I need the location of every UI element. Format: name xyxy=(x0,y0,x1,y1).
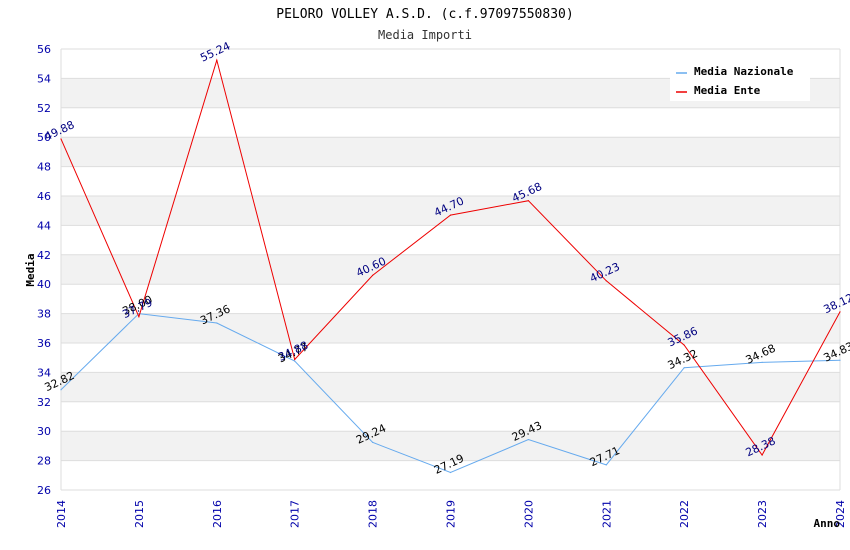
grid-band xyxy=(61,196,840,226)
y-tick-label: 54 xyxy=(37,72,51,85)
data-point xyxy=(294,360,296,362)
x-tick-labels: 2014 2015 2016 2017 2018 2019 2020 2021 2022 2023… xyxy=(55,500,847,528)
grid-band xyxy=(61,254,840,285)
y-tick-label: 56 xyxy=(37,43,51,56)
y-tick-label: 34 xyxy=(37,366,51,379)
y-tick-label: 52 xyxy=(37,102,51,115)
data-point xyxy=(294,358,296,361)
axes xyxy=(60,49,841,490)
x-tick-label: 2017 xyxy=(289,500,302,528)
y-tick-label: 36 xyxy=(37,337,51,350)
x-tick-label: 2021 xyxy=(600,500,613,528)
data-point xyxy=(372,274,374,276)
legend-box xyxy=(670,60,810,101)
grid-band xyxy=(61,137,840,167)
data-point xyxy=(527,438,530,441)
data-point xyxy=(138,316,140,318)
data-point xyxy=(216,322,218,324)
chart-subtitle: Media Importi xyxy=(378,28,472,42)
data-point xyxy=(605,464,607,466)
x-tick-label: 2023 xyxy=(756,500,769,528)
y-tick-label: 28 xyxy=(37,455,51,468)
data-point xyxy=(761,454,763,456)
data-point xyxy=(839,311,841,313)
legend-label-media-nazionale: Media Nazionale xyxy=(694,65,794,78)
chart-title: PELORO VOLLEY A.S.D. (c.f.97097550830) xyxy=(276,7,573,22)
x-axis-label: Anno xyxy=(814,517,841,530)
x-tick-label: 2022 xyxy=(678,500,691,528)
y-tick-label: 50 xyxy=(37,131,51,144)
y-tick-label: 42 xyxy=(37,249,51,262)
series-lines xyxy=(60,58,841,474)
x-tick-label: 2018 xyxy=(367,500,380,528)
x-tick-label: 2019 xyxy=(445,500,458,528)
y-tick-label: 38 xyxy=(37,308,51,321)
y-tick-label: 44 xyxy=(37,219,51,232)
y-tick-label: 26 xyxy=(37,484,51,497)
x-tick-label: 2020 xyxy=(522,500,535,528)
data-point xyxy=(761,361,763,364)
y-tick-label: 40 xyxy=(37,278,51,291)
legend-label-media-ente: Media Ente xyxy=(694,84,761,97)
y-tick-label: 32 xyxy=(37,396,51,409)
data-point xyxy=(60,389,62,391)
y-tick-labels: 26 28 30 32 34 36 38 40 42 44 46 48 50 52 54 56 xyxy=(37,43,51,497)
grid-band xyxy=(61,431,840,461)
data-point xyxy=(527,200,530,202)
y-axis-label: Media xyxy=(24,253,37,286)
data-point xyxy=(449,471,452,474)
data-point xyxy=(138,313,140,315)
y-tick-label: 46 xyxy=(37,190,51,203)
data-point xyxy=(839,359,841,361)
data-point xyxy=(449,214,452,216)
x-tick-label: 2014 xyxy=(55,500,68,528)
grid-bands xyxy=(61,78,840,461)
data-point xyxy=(683,344,685,346)
x-tick-label: 2024 xyxy=(834,500,847,528)
data-point xyxy=(60,138,62,140)
y-tick-label: 48 xyxy=(37,161,51,174)
x-tick-label: 2015 xyxy=(133,500,146,528)
data-point xyxy=(605,280,607,282)
legend: Media Nazionale Media Ente xyxy=(670,60,810,101)
data-point xyxy=(216,59,218,61)
data-point xyxy=(372,441,374,443)
y-tick-label: 30 xyxy=(37,425,51,438)
data-point xyxy=(683,367,685,369)
grid-band xyxy=(61,313,840,343)
grid-band xyxy=(61,372,840,402)
x-tick-label: 2016 xyxy=(211,500,224,528)
